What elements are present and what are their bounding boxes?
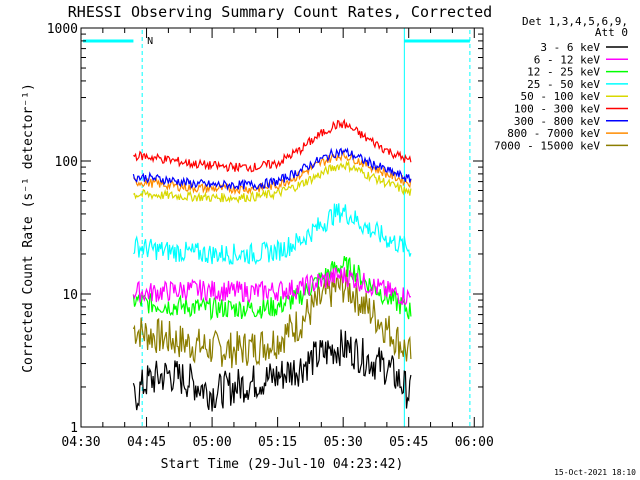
- x-tick-label: 05:00: [193, 435, 232, 450]
- series-line-6: [132, 147, 412, 191]
- legend-label: 25 - 50 keV: [527, 78, 600, 91]
- x-tick-label: 06:00: [455, 435, 494, 450]
- y-axis: 1 10 100 1000: [47, 22, 483, 436]
- legend-header-line: Att 0: [595, 26, 628, 39]
- series-line-1: [132, 267, 412, 306]
- x-tick-label: 05:30: [324, 435, 363, 450]
- x-tick-label: 04:30: [61, 435, 100, 450]
- legend-label: 3 - 6 keV: [540, 41, 600, 54]
- y-tick-label: 100: [55, 155, 78, 170]
- series-line-5: [133, 118, 412, 173]
- y-tick-label: 10: [62, 288, 78, 303]
- plot-area: N 1 10 100 1000 04:30 04:45 05:00 05:15 05:30 05…: [47, 22, 494, 450]
- y-tick-label: 1000: [47, 22, 78, 37]
- legend-label: 7000 - 15000 keV: [494, 139, 600, 152]
- legend-label: 6 - 12 keV: [534, 53, 601, 66]
- y-axis-label: Corrected Count Rate (s⁻¹ detector⁻¹): [21, 83, 36, 373]
- series-line-0: [132, 329, 412, 412]
- series-line-4: [133, 159, 412, 204]
- legend-label: 800 - 7000 keV: [507, 127, 600, 140]
- legend-header: Det 1,3,4,5,6,9,Att 0: [522, 15, 628, 39]
- orbit-markers: N: [83, 28, 471, 427]
- x-tick-label: 05:15: [258, 435, 297, 450]
- y-tick-label: 1: [70, 421, 78, 436]
- x-axis-label: Start Time (29-Jul-10 04:23:42): [161, 457, 404, 472]
- night-marker-label: N: [147, 36, 153, 47]
- legend-header-line: Det 1,3,4,5,6,9,: [522, 15, 628, 28]
- footer-date: 15-Oct-2021 18:10: [554, 468, 636, 477]
- legend-label: 300 - 800 keV: [514, 115, 600, 128]
- x-tick-label: 05:45: [389, 435, 428, 450]
- series-line-3: [133, 203, 412, 266]
- legend-label: 100 - 300 keV: [514, 103, 600, 116]
- series-line-8: [132, 269, 412, 369]
- series-layer: [132, 118, 412, 412]
- legend-label: 50 - 100 keV: [521, 90, 601, 103]
- chart-title: RHESSI Observing Summary Count Rates, Co…: [68, 3, 492, 21]
- plot-frame: [80, 27, 484, 428]
- x-tick-label: 04:45: [127, 435, 166, 450]
- x-axis: 04:30 04:45 05:00 05:15 05:30 05:45 06:00: [61, 28, 494, 450]
- legend-label: 12 - 25 keV: [527, 66, 600, 79]
